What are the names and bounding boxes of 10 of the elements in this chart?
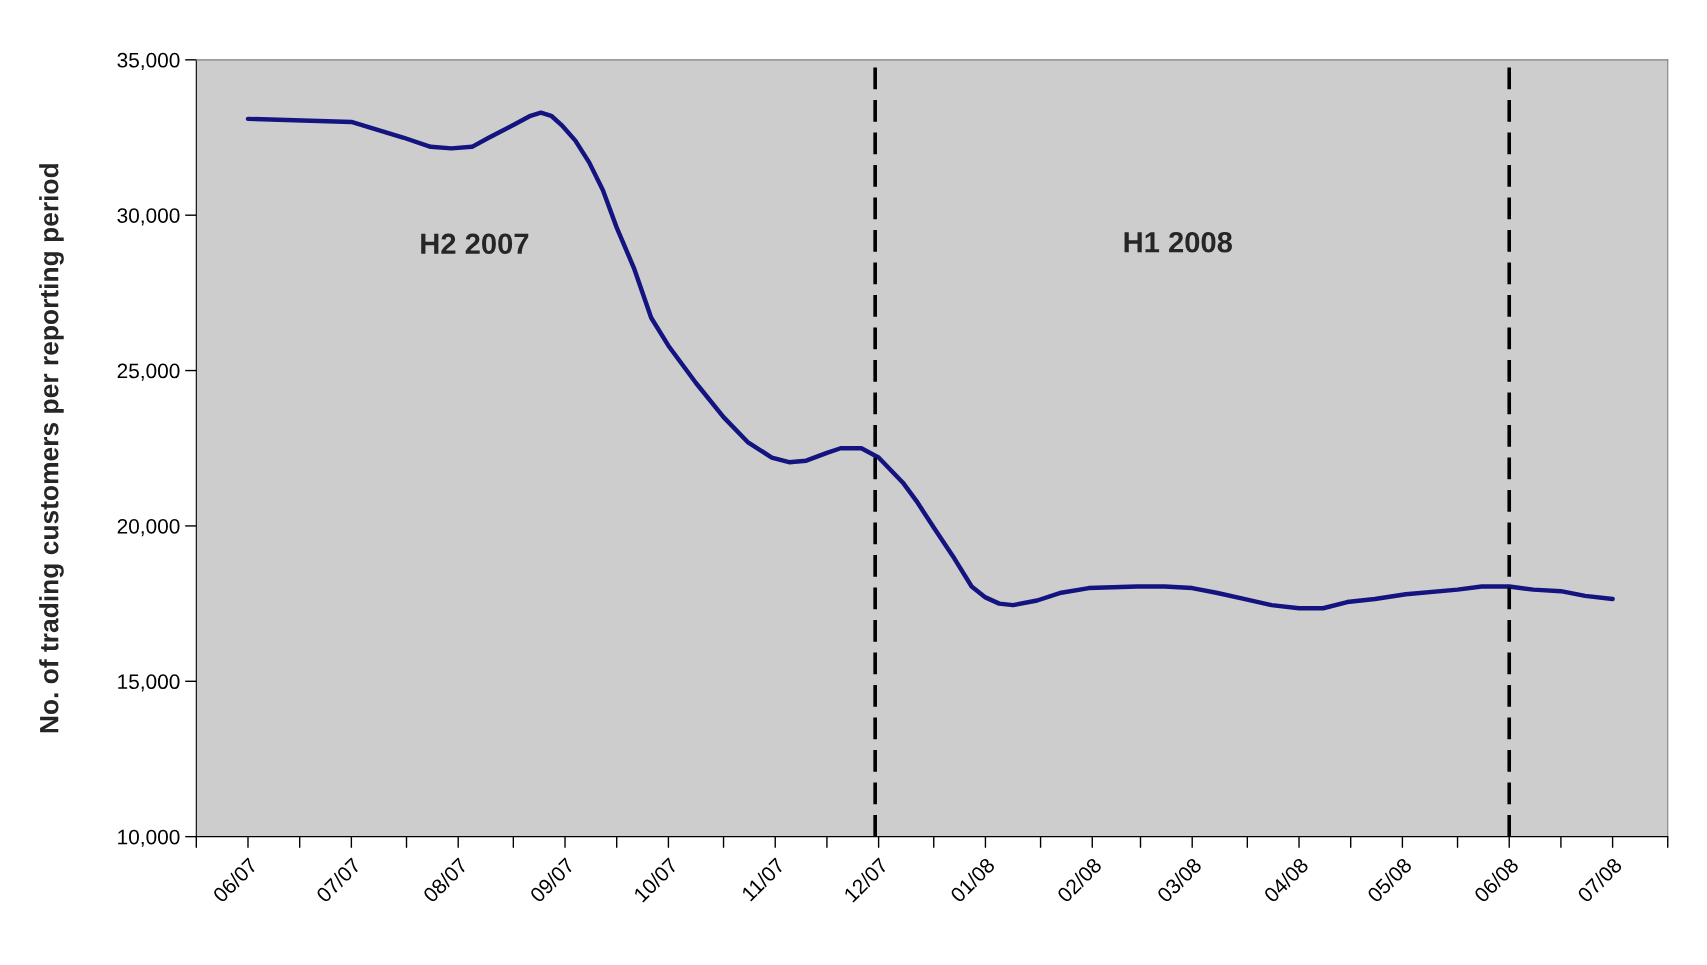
- y-tick-label: 30,000: [117, 208, 180, 226]
- y-tick-label: 15,000: [118, 674, 180, 692]
- y-tick-label: 20,000: [117, 518, 180, 537]
- y-axis-title: No. of trading customers per reporting period: [39, 164, 64, 733]
- y-tick-label: 10,000: [118, 829, 180, 847]
- y-tick-label: 35,000: [117, 52, 180, 71]
- line-series: [245, 110, 1615, 611]
- y-tick-label: 25,000: [117, 363, 180, 381]
- annotation: H2 2007: [421, 233, 529, 255]
- annotation: H1 2008: [1124, 231, 1232, 253]
